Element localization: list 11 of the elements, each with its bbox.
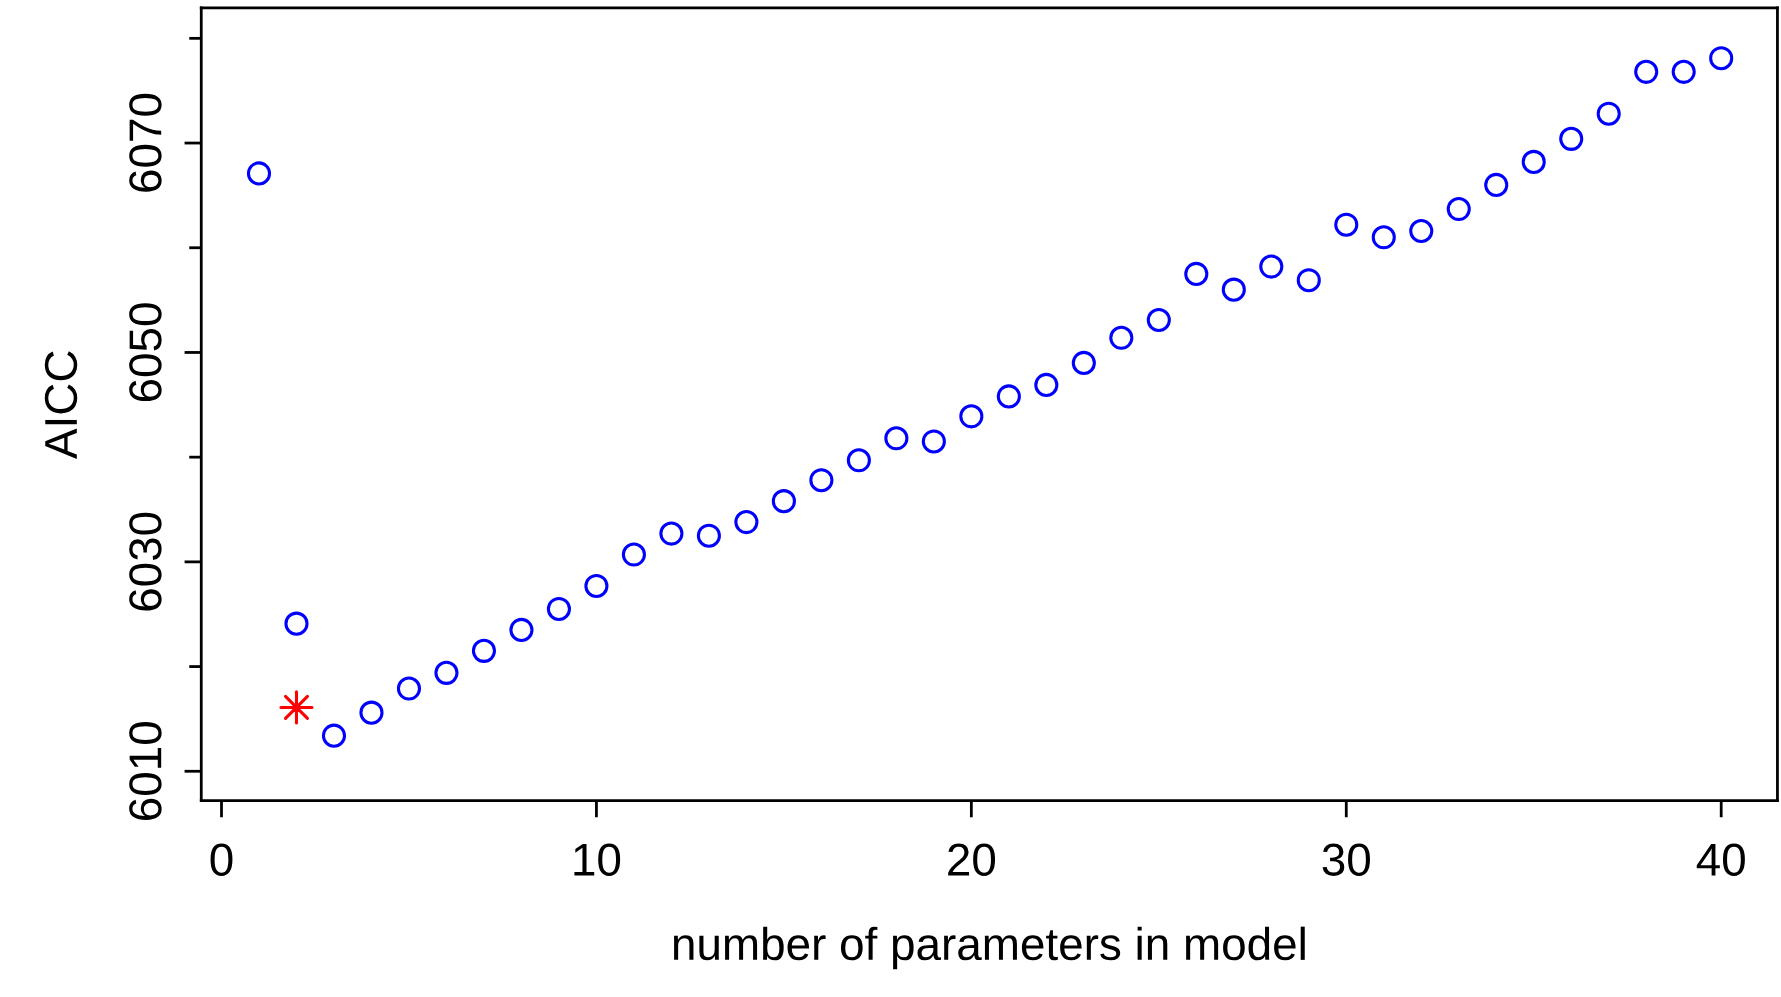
x-tick-label: 20: [948, 843, 996, 876]
x-tick-label: 0: [210, 843, 233, 876]
y-tick-label: 6050: [129, 303, 162, 402]
y-axis-title: AICC: [44, 351, 78, 459]
x-tick-label: 30: [1322, 843, 1370, 876]
y-tick-label: 6070: [129, 93, 162, 192]
x-tick-label: 40: [1696, 843, 1745, 876]
y-tick-label: 6030: [129, 512, 162, 611]
x-axis-title: number of parameters in model: [673, 926, 1305, 970]
x-tick-label: 10: [574, 843, 621, 876]
y-tick-label: 6010: [129, 722, 162, 820]
